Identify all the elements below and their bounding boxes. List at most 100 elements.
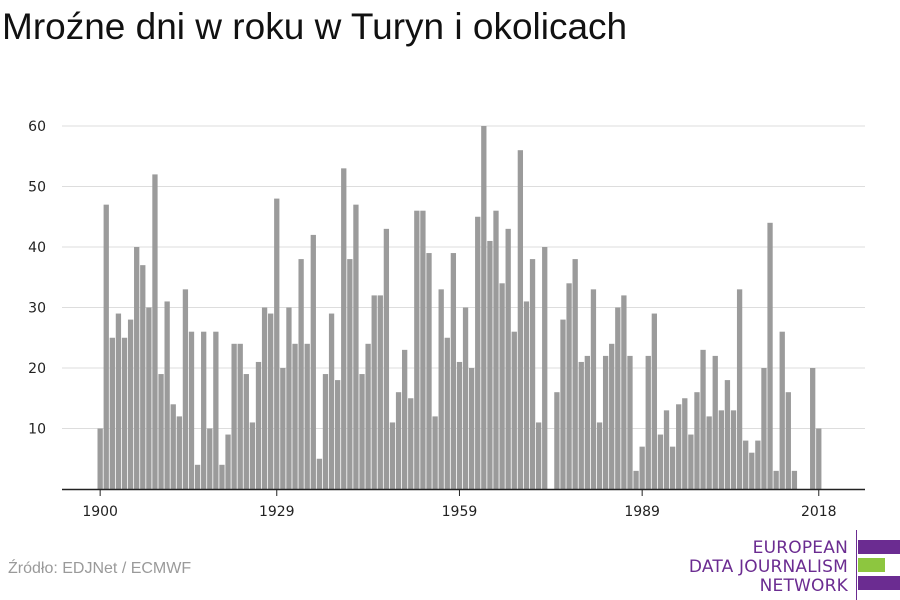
bar-1952	[414, 210, 420, 489]
bar-1941	[347, 259, 353, 489]
bar-1967	[505, 228, 511, 489]
bar-1983	[602, 355, 609, 489]
bar-1902	[109, 337, 115, 489]
bar-1950	[402, 349, 408, 489]
bar-1955	[432, 416, 438, 489]
logo-divider	[856, 530, 857, 600]
bar-1956	[438, 289, 444, 489]
bar-1978	[572, 259, 578, 489]
bar-1945	[371, 295, 377, 489]
bar-1912	[170, 404, 176, 489]
bar-1925	[249, 422, 256, 489]
bar-1910	[158, 374, 164, 489]
bar-1977	[566, 283, 572, 489]
bar-2010	[767, 222, 773, 490]
bar-1907	[140, 265, 146, 489]
y-tick-label-60: 60	[28, 119, 46, 135]
bar-1901	[103, 204, 109, 489]
bar-1973	[542, 247, 548, 489]
bar-1994	[669, 446, 676, 489]
bar-1937	[322, 374, 329, 489]
bar-1988	[633, 470, 639, 489]
bar-1958	[450, 253, 457, 489]
bar-1934	[304, 343, 310, 489]
bar-1929	[274, 198, 280, 489]
bar-2013	[785, 392, 791, 489]
bar-2017	[810, 368, 816, 489]
bar-1926	[255, 361, 262, 489]
bar-2003	[724, 380, 731, 489]
bars	[97, 126, 822, 490]
bar-1995	[676, 404, 682, 489]
bar-1981	[590, 289, 597, 489]
bar-1990	[645, 355, 651, 489]
bar-1986	[621, 295, 627, 489]
logo-bar-green	[858, 558, 885, 572]
bar-1918	[207, 428, 213, 489]
bar-1946	[377, 295, 383, 489]
bar-1949	[395, 392, 402, 489]
x-tick-labels: 1900 1929 1959 1989 2018	[82, 504, 836, 520]
bar-1940	[341, 168, 347, 489]
bar-1909	[152, 174, 158, 489]
bar-1957	[444, 337, 450, 489]
bar-1913	[176, 416, 182, 489]
bar-1963	[481, 126, 487, 489]
logo-line-1: EUROPEAN	[752, 538, 848, 558]
bar-1976	[560, 319, 566, 489]
x-tick-label-1900: 1900	[82, 504, 118, 520]
bar-1900	[97, 428, 103, 489]
bar-1920	[219, 464, 225, 489]
bar-1984	[609, 343, 615, 489]
source-note: Źródło: EDJNet / ECMWF	[8, 560, 192, 577]
bar-1964	[487, 240, 493, 489]
logo-line-3: NETWORK	[759, 576, 848, 596]
x-axis	[62, 488, 865, 496]
bar-1938	[328, 313, 335, 489]
y-tick-label-30: 30	[28, 301, 46, 317]
bar-1961	[468, 368, 475, 489]
bar-1948	[389, 422, 396, 489]
bar-1932	[292, 343, 298, 489]
bar-2011	[773, 470, 779, 489]
bar-1922	[231, 343, 237, 489]
bar-1943	[359, 374, 365, 489]
x-tick-label-2018: 2018	[801, 504, 837, 520]
bar-1993	[663, 410, 670, 489]
bar-1953	[420, 210, 426, 489]
bar-2001	[712, 355, 718, 489]
bar-2000	[706, 416, 712, 489]
bar-1951	[408, 398, 414, 489]
bar-1959	[456, 361, 463, 489]
bar-1980	[584, 355, 590, 489]
bar-1997	[688, 434, 694, 489]
bar-1968	[511, 331, 517, 489]
logo-line-2: DATA JOURNALISM	[688, 557, 848, 577]
bar-1960	[462, 307, 469, 489]
bar-1975	[554, 392, 560, 489]
bar-2004	[730, 410, 737, 489]
bar-1936	[316, 458, 323, 489]
bar-2014	[791, 470, 798, 489]
bar-1985	[615, 307, 621, 489]
x-tick-label-1959: 1959	[442, 504, 478, 520]
bar-1987	[627, 355, 633, 489]
bar-1991	[651, 313, 657, 489]
bar-1965	[493, 210, 499, 489]
bar-1982	[596, 422, 603, 489]
bar-1942	[353, 204, 359, 489]
logo-bar-purple-bottom	[858, 576, 900, 590]
bar-1917	[201, 331, 207, 489]
bar-1914	[182, 289, 189, 489]
y-tick-label-40: 40	[28, 240, 46, 256]
bar-2008	[755, 440, 761, 489]
logo-bar-purple-top	[858, 540, 900, 554]
bar-1919	[213, 331, 219, 489]
bar-1916	[194, 464, 201, 489]
bar-1908	[146, 307, 152, 489]
bar-1970	[523, 301, 530, 489]
bar-1906	[134, 247, 140, 489]
bar-1939	[335, 380, 341, 489]
y-tick-label-20: 20	[28, 361, 46, 377]
edjnet-logo[interactable]: EUROPEAN DATA JOURNALISM NETWORK	[689, 530, 900, 600]
